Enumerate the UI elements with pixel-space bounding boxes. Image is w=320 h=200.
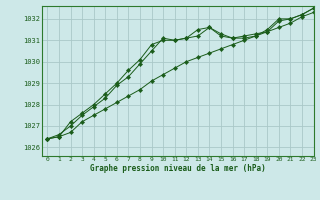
X-axis label: Graphe pression niveau de la mer (hPa): Graphe pression niveau de la mer (hPa) <box>90 164 266 173</box>
